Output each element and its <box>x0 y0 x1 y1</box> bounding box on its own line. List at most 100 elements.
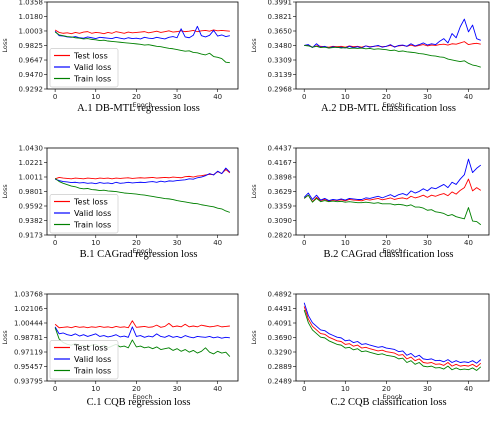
chart-caption: B.1 CAGrad regression loss <box>80 249 198 260</box>
series-line-valid-loss <box>303 158 482 202</box>
legend-entry: Test loss <box>73 51 108 60</box>
legend-box <box>49 48 119 88</box>
series-line-test-loss <box>303 306 482 368</box>
y-axis-label: Loss <box>1 184 9 199</box>
y-tick-label: 0.9382 <box>19 217 44 225</box>
y-axis-label: Loss <box>250 330 258 345</box>
x-tick-label: 30 <box>423 385 432 393</box>
x-tick-label: 20 <box>132 239 141 247</box>
x-tick-label: 0 <box>53 239 57 247</box>
x-axis-label: Epoch <box>133 247 153 255</box>
chart-6: 0 10 20 30 40 0.2489 0.2889 0.3290 0.3690 0.4091 0… <box>250 290 490 408</box>
x-tick-label: 10 <box>341 239 350 247</box>
y-tick-label: 0.9292 <box>19 85 44 93</box>
y-tick-label: 1.0221 <box>19 159 44 167</box>
series-line-valid-loss <box>304 18 481 49</box>
x-axis-label: Epoch <box>383 247 403 255</box>
y-axis-label: Loss <box>250 38 258 53</box>
x-tick-label: 0 <box>53 93 57 101</box>
series-line-train-loss <box>54 31 230 64</box>
x-tick-label: 0 <box>302 385 306 393</box>
x-tick-label: 30 <box>423 93 432 101</box>
y-tick-label: 1.00444 <box>14 319 43 327</box>
series-line-test-loss <box>54 320 230 329</box>
chart-4: 0 10 20 30 40 0.2820 0.3090 0.3359 0.3629 0.3898 0… <box>250 144 490 260</box>
y-tick-label: 0.95457 <box>14 363 43 371</box>
series-line-train-loss <box>304 45 481 68</box>
y-tick-label: 0.4437 <box>268 144 293 152</box>
series-line-valid-loss <box>303 302 482 364</box>
x-tick-label: 30 <box>173 93 182 101</box>
y-tick-label: 0.3991 <box>268 0 293 6</box>
chart-caption: C.2 CQB classification loss <box>330 397 446 408</box>
y-tick-label: 0.2968 <box>268 85 293 93</box>
series-line-train-loss <box>54 178 231 213</box>
x-tick-label: 20 <box>132 93 141 101</box>
x-tick-label: 40 <box>464 93 473 101</box>
x-tick-label: 30 <box>173 385 182 393</box>
y-tick-label: 0.3090 <box>268 217 293 225</box>
x-tick-label: 20 <box>382 93 391 101</box>
y-tick-label: 0.3629 <box>268 188 293 196</box>
y-tick-label: 0.3898 <box>268 173 293 181</box>
y-tick-label: 1.0011 <box>19 173 44 181</box>
x-tick-label: 20 <box>382 239 391 247</box>
y-tick-label: 0.98781 <box>14 334 43 342</box>
x-tick-label: 0 <box>302 239 306 247</box>
legend-entry: Valid loss <box>74 355 111 364</box>
series-line-test-loss <box>54 29 230 35</box>
y-tick-label: 0.2820 <box>268 231 293 239</box>
y-tick-label: 1.02106 <box>14 305 43 313</box>
series-line-valid-loss <box>54 167 231 185</box>
x-tick-label: 40 <box>213 239 222 247</box>
chart-1: 0 10 20 30 40 0.9292 0.9470 0.9647 0.9825 1.0003 1… <box>1 0 239 114</box>
y-tick-label: 0.3290 <box>268 348 293 356</box>
x-tick-label: 10 <box>341 93 350 101</box>
x-tick-label: 40 <box>464 239 473 247</box>
y-tick-label: 0.2889 <box>268 363 293 371</box>
legend-entry: Test loss <box>73 343 108 352</box>
chart-3: 0 10 20 30 40 0.9173 0.9382 0.9592 0.9801 1.0011 1… <box>1 144 239 260</box>
legend: Test loss Valid loss Train loss <box>49 48 119 88</box>
x-axis-label: Epoch <box>383 393 403 401</box>
y-axis-label: Loss <box>1 330 9 345</box>
x-tick-label: 30 <box>173 239 182 247</box>
legend-box <box>49 340 119 380</box>
plot-frame <box>295 147 490 236</box>
legend-entry: Train loss <box>73 220 111 229</box>
y-tick-label: 1.0180 <box>19 13 44 21</box>
y-tick-label: 0.97119 <box>14 348 43 356</box>
x-tick-label: 40 <box>464 385 473 393</box>
series-line-train-loss <box>303 309 482 371</box>
series-line-valid-loss <box>54 25 230 40</box>
x-tick-label: 20 <box>382 385 391 393</box>
y-axis-label: Loss <box>250 184 258 199</box>
y-tick-label: 0.2489 <box>268 377 293 385</box>
x-axis-label: Epoch <box>383 101 403 109</box>
y-tick-label: 1.03768 <box>14 290 43 298</box>
y-tick-label: 0.9825 <box>19 42 44 50</box>
y-tick-label: 0.3480 <box>268 42 293 50</box>
y-tick-label: 0.9592 <box>19 202 44 210</box>
legend-entry: Train loss <box>73 74 111 83</box>
chart-caption: B.2 CAGrad classification loss <box>323 249 453 260</box>
x-tick-label: 20 <box>132 385 141 393</box>
y-tick-label: 0.9173 <box>19 231 44 239</box>
x-tick-label: 10 <box>91 239 100 247</box>
y-tick-label: 1.0430 <box>19 144 44 152</box>
y-tick-label: 0.3821 <box>268 13 293 21</box>
legend: Test loss Valid loss Train loss <box>49 194 119 234</box>
x-tick-label: 10 <box>341 385 350 393</box>
y-tick-label: 0.3690 <box>268 334 293 342</box>
legend-box <box>49 194 119 234</box>
x-tick-label: 0 <box>53 385 57 393</box>
legend-entry: Train loss <box>73 366 111 375</box>
series-line-valid-loss <box>54 326 230 339</box>
y-axis-label: Loss <box>1 38 9 53</box>
y-tick-label: 0.4491 <box>268 305 293 313</box>
y-tick-label: 0.9801 <box>19 188 44 196</box>
y-tick-label: 0.3139 <box>268 71 293 79</box>
x-axis-label: Epoch <box>133 393 153 401</box>
series-line-train-loss <box>303 194 482 226</box>
